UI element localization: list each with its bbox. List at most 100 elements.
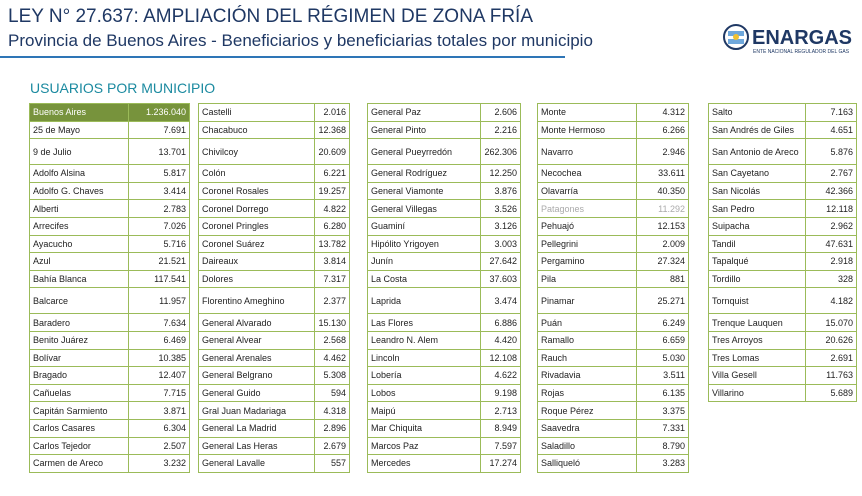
value: 7.715 [128, 383, 190, 403]
value: 27.324 [636, 252, 689, 271]
row: Rivadavia 3.511 [537, 366, 689, 385]
value: 2.606 [480, 103, 521, 122]
municipio: Chacabuco [197, 120, 316, 140]
value: 4.318 [314, 401, 350, 420]
value: 11.957 [128, 287, 190, 315]
row: General Alvarado 15.130 [197, 313, 350, 332]
municipio-table: Monte 4.312 Monte Hermoso 6.266 Navarro 2.946… [537, 103, 689, 473]
municipio-table: Salto 7.163 San Andrés de Giles 4.651 San An… [708, 103, 857, 403]
municipio: Adolfo G. Chaves [29, 181, 129, 201]
municipio: Daireaux [197, 252, 316, 271]
municipio: Gral Juan Madariaga [197, 401, 316, 420]
section-title: USUARIOS POR MUNICIPIO [30, 80, 216, 96]
value: 3.814 [314, 252, 350, 271]
value: 4.822 [314, 199, 350, 218]
row: Maipú 2.713 [366, 401, 521, 420]
municipio: Trenque Lauquen [708, 313, 806, 332]
value: 2.568 [314, 330, 350, 350]
row: General Rodríguez 12.250 [366, 164, 521, 183]
emblem-sun [733, 34, 739, 40]
value: 42.366 [805, 181, 857, 201]
row: Lobería 4.622 [366, 366, 521, 385]
value: 2.713 [480, 401, 521, 420]
row: Villa Gesell 11.763 [708, 366, 857, 385]
municipio: Puán [537, 313, 637, 332]
value: 2.377 [314, 287, 350, 315]
value: 328 [805, 269, 857, 289]
row: Bahía Blanca 117.541 [29, 269, 190, 289]
value: 3.375 [636, 401, 689, 420]
value: 9.198 [480, 383, 521, 403]
row: Bragado 12.407 [29, 366, 190, 385]
value: 5.876 [805, 138, 857, 166]
municipio: General Villegas [366, 199, 482, 218]
municipio: Tordillo [708, 269, 806, 289]
municipio: Bolívar [29, 348, 129, 368]
row: Pergamino 27.324 [537, 252, 689, 271]
value: 3.232 [128, 454, 190, 473]
value: 594 [314, 383, 350, 403]
value: 5.817 [128, 164, 190, 183]
municipio: Carlos Casares [29, 418, 129, 438]
municipio: Colón [197, 164, 316, 183]
row: Hipólito Yrigoyen 3.003 [366, 234, 521, 254]
row: General Alvear 2.568 [197, 330, 350, 350]
row: Marcos Paz 7.597 [366, 436, 521, 456]
municipio: Mar Chiquita [366, 418, 482, 438]
row: Adolfo G. Chaves 3.414 [29, 181, 190, 201]
municipio: Coronel Dorrego [197, 199, 316, 218]
municipio: Tandil [708, 234, 806, 254]
municipio: Azul [29, 252, 129, 271]
row: General Arenales 4.462 [197, 348, 350, 368]
rule [0, 56, 565, 58]
municipio: Arrecifes [29, 216, 129, 236]
municipio: Rivadavia [537, 366, 637, 385]
row: Navarro 2.946 [537, 138, 689, 166]
municipio: General Rodríguez [366, 164, 482, 183]
row: Coronel Pringles 6.280 [197, 216, 350, 236]
value: 11.292 [636, 199, 689, 218]
value: 19.257 [314, 181, 350, 201]
value: 2.918 [805, 252, 857, 271]
row: Carlos Tejedor 2.507 [29, 436, 190, 456]
row: Saladillo 8.790 [537, 436, 689, 456]
value: 12.407 [128, 366, 190, 385]
value: 2.016 [314, 103, 350, 122]
row: General Paz 2.606 [366, 103, 521, 122]
municipio: General Alvarado [197, 313, 316, 332]
value: 2.783 [128, 199, 190, 218]
municipio: Cañuelas [29, 383, 129, 403]
municipio: Dolores [197, 269, 316, 289]
value: 2.691 [805, 348, 857, 368]
row: Benito Juárez 6.469 [29, 330, 190, 350]
row: Colón 6.221 [197, 164, 350, 183]
municipio: Coronel Rosales [197, 181, 316, 201]
row: Castelli 2.016 [197, 103, 350, 122]
value: 20.609 [314, 138, 350, 166]
municipio: Suipacha [708, 216, 806, 236]
municipio: Pinamar [537, 287, 637, 315]
municipio: Villa Gesell [708, 366, 806, 385]
row: Cañuelas 7.715 [29, 383, 190, 403]
municipio: Lobería [366, 366, 482, 385]
value: 27.642 [480, 252, 521, 271]
row: San Antonio de Areco 5.876 [708, 138, 857, 166]
municipio: La Costa [366, 269, 482, 289]
municipio: Tapalqué [708, 252, 806, 271]
municipio: Bragado [29, 366, 129, 385]
municipio: Lobos [366, 383, 482, 403]
logo-name: ENARGAS [752, 27, 852, 49]
value: 7.691 [128, 120, 190, 140]
municipio: General Pueyrredón [366, 138, 482, 166]
municipio-table: General Paz 2.606 General Pinto 2.216 Genera… [366, 103, 521, 473]
value: 2.962 [805, 216, 857, 236]
municipio-table: Castelli 2.016 Chacabuco 12.368 Chivilcoy 20.… [197, 103, 350, 473]
municipio: Bahía Blanca [29, 269, 129, 289]
row: Arrecifes 7.026 [29, 216, 190, 236]
value: 7.026 [128, 216, 190, 236]
value: 3.474 [480, 287, 521, 315]
municipio: Rauch [537, 348, 637, 368]
row: General Las Heras 2.679 [197, 436, 350, 456]
row: Balcarce 11.957 [29, 287, 190, 315]
